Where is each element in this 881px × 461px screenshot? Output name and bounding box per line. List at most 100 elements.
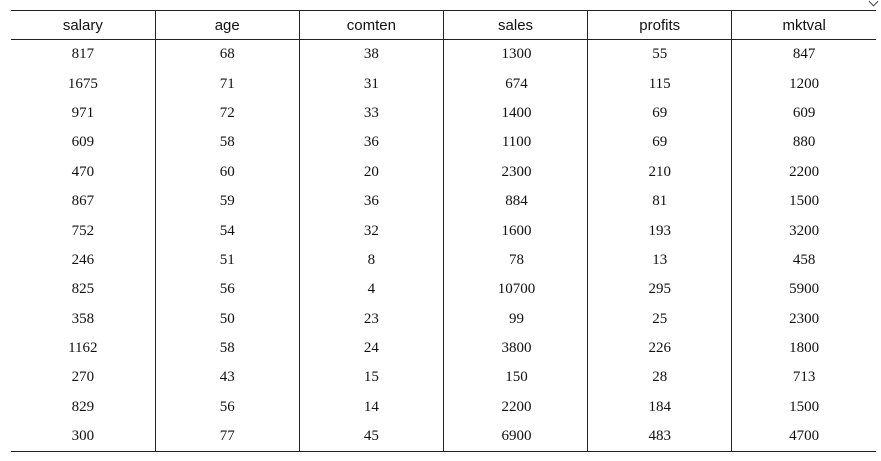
table-cell-profits: 55 [587, 39, 732, 70]
table-cell-age: 58 [154, 128, 300, 158]
table-cell-profits: 295 [587, 275, 732, 305]
table-cell-comten: 14 [298, 392, 444, 423]
table-cell-age: 68 [154, 39, 300, 70]
table-row: 470 60 20 2300 210 2200 [11, 157, 876, 187]
table-cell-mktval: 1500 [731, 392, 876, 423]
table-cell-sales: 674 [442, 69, 588, 99]
table-cell-comten: 31 [298, 69, 444, 99]
column-header-age: age [154, 10, 300, 40]
table-cell-age: 59 [154, 186, 300, 217]
table-row: 752 54 32 1600 193 3200 [11, 216, 876, 246]
table-cell-mktval: 880 [731, 128, 876, 158]
table-cell-profits: 81 [587, 186, 732, 217]
column-header-mktval: mktval [731, 10, 876, 40]
table-cell-salary: 817 [71, 46, 95, 63]
table-cell-age: 56 [154, 392, 300, 423]
table-cell-sales: 2200 [442, 392, 588, 423]
table-cell-profits: 210 [587, 157, 732, 187]
column-header-salary: salary [11, 10, 156, 40]
table-cell-age: 54 [154, 216, 300, 246]
table-cell-mktval: 609 [731, 98, 876, 129]
table-row: 825 56 4 10700 295 5900 [11, 275, 876, 305]
table-cell-comten: 36 [298, 128, 444, 158]
table-cell-mktval: 847 [731, 39, 876, 70]
table-row: 270 43 15 150 28 713 [11, 363, 876, 393]
table-cell-profits: 25 [587, 304, 732, 334]
table-cell-profits: 69 [587, 128, 732, 158]
table-cell-salary: 300 [11, 422, 156, 453]
table-row: 817 68 38 1300 55 847 [11, 39, 876, 70]
table-cell-sales: 6900 [442, 422, 588, 453]
corner-arrow-icon [868, 0, 879, 7]
table-row: 867 59 36 884 81 1500 [11, 186, 876, 217]
table-cell-comten: 20 [298, 157, 444, 187]
table-cell-comten: 4 [298, 275, 444, 305]
table-cell-comten: 36 [298, 186, 444, 217]
table-cell-profits: 28 [587, 363, 732, 393]
table-cell-age: 72 [154, 98, 300, 129]
table-cell-salary: 829 [71, 398, 95, 415]
table-cell-comten: 15 [298, 363, 444, 393]
table-row: 1162 58 24 3800 226 1800 [11, 333, 876, 364]
table-row: 1675 71 31 674 115 1200 [11, 69, 876, 99]
table-cell-mktval: 1800 [731, 333, 876, 364]
table-cell-age: 56 [154, 275, 300, 305]
table-cell-comten: 8 [298, 245, 444, 276]
table-cell-comten: 38 [298, 39, 444, 70]
table-cell-salary: 971 [71, 104, 95, 121]
table-cell-salary: 470 [71, 163, 95, 180]
table-cell-comten: 33 [298, 98, 444, 129]
data-table: salary age comten sales profits mktval 817 68 3… [11, 10, 876, 453]
table-cell-sales: 3800 [442, 333, 588, 364]
header-row: salary age comten sales profits mktval [11, 10, 876, 40]
table-cell-profits: 115 [587, 69, 732, 99]
table-cell-mktval: 1200 [731, 69, 876, 99]
column-header-comten: comten [298, 10, 444, 40]
table-cell-sales: 1600 [442, 216, 588, 246]
table-cell-sales: 78 [442, 245, 588, 276]
table-cell-mktval: 4700 [731, 422, 876, 453]
table-cell-salary: 1675 [67, 75, 98, 92]
table-cell-mktval: 1500 [731, 186, 876, 217]
table-cell-mktval: 2200 [731, 157, 876, 187]
table-row: 246 51 8 78 13 458 [11, 245, 876, 276]
table-cell-salary: 867 [71, 193, 95, 210]
table-cell-age: 77 [154, 422, 300, 453]
table-cell-mktval: 3200 [731, 216, 876, 246]
table-cell-profits: 13 [587, 245, 732, 276]
table-cell-sales: 1400 [442, 98, 588, 129]
table-cell-profits: 184 [587, 392, 732, 423]
table-cell-mktval: 2300 [731, 304, 876, 334]
table-cell-age: 60 [154, 157, 300, 187]
table-cell-age: 51 [154, 245, 300, 276]
table-body: 817 68 38 1300 55 847 1675 71 31 674 115 1200 971 72 3… [11, 39, 876, 453]
table-cell-age: 71 [154, 69, 300, 99]
table-row: 829 56 14 2200 184 1500 [11, 392, 876, 423]
table-cell-profits: 226 [587, 333, 732, 364]
table-cell-salary: 752 [71, 222, 95, 239]
column-header-sales: sales [442, 10, 588, 40]
table-cell-mktval: 713 [731, 363, 876, 393]
table-header: salary age comten sales profits mktval [11, 10, 876, 40]
table-cell-salary: 358 [71, 310, 95, 327]
table-cell-sales: 99 [442, 304, 588, 334]
table-cell-profits: 483 [587, 422, 732, 453]
table-cell-salary: 270 [71, 369, 95, 386]
table-cell-salary: 1162 [68, 340, 98, 357]
table-cell-mktval: 458 [731, 245, 876, 276]
table-cell-sales: 884 [442, 186, 588, 217]
table-cell-salary: 246 [71, 251, 95, 268]
table-cell-sales: 1300 [442, 39, 588, 70]
table-cell-sales: 10700 [442, 275, 588, 305]
table-cell-sales: 150 [442, 363, 588, 393]
table-cell-age: 43 [154, 363, 300, 393]
table-cell-sales: 2300 [442, 157, 588, 187]
table-cell-age: 50 [154, 304, 300, 334]
table-row: 300 77 45 6900 483 4700 [11, 422, 876, 453]
table-cell-salary: 825 [71, 281, 95, 298]
table-cell-profits: 69 [587, 98, 732, 129]
table-cell-comten: 23 [298, 304, 444, 334]
table-row: 609 58 36 1100 69 880 [11, 128, 876, 158]
table-cell-salary: 609 [71, 134, 95, 151]
